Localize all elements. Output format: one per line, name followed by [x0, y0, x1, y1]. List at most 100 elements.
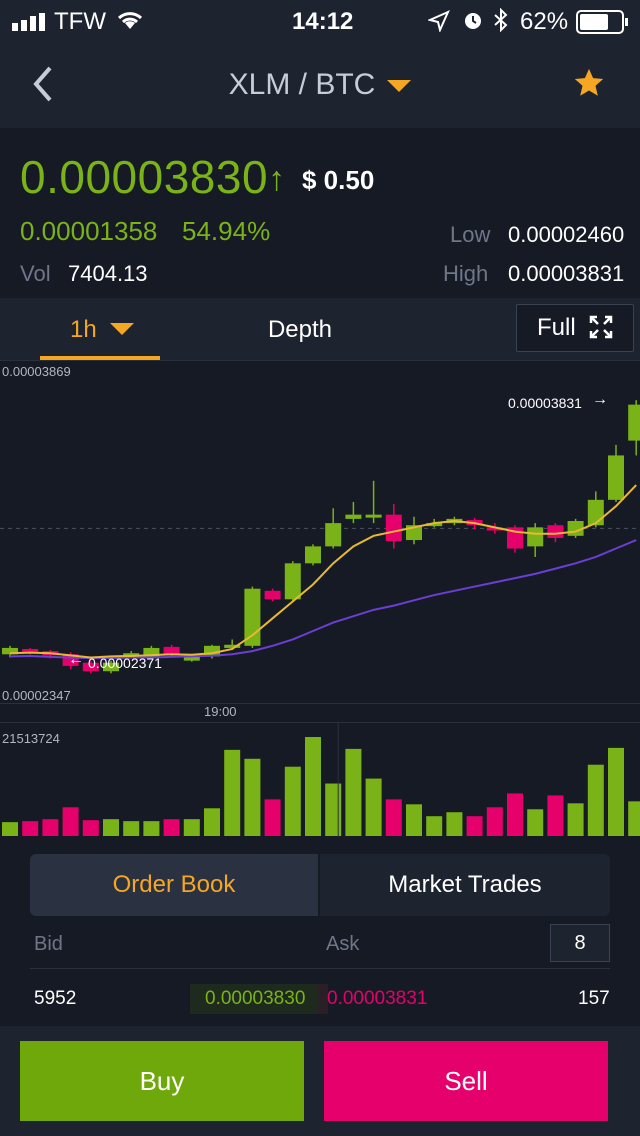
high-marker-label: 0.00003831 — [508, 395, 582, 411]
volume-bar — [486, 807, 503, 836]
candle[interactable] — [204, 645, 220, 657]
y-axis-min-label: 0.00002347 — [2, 688, 71, 703]
volume-bar — [406, 804, 422, 836]
candle[interactable] — [385, 514, 402, 542]
bid-quantity: 5952 — [34, 988, 77, 1009]
volume-bar — [325, 783, 342, 836]
nav-bar: XLM / BTC — [0, 44, 640, 128]
action-bar: Buy Sell — [0, 1026, 640, 1136]
candle[interactable] — [608, 455, 624, 500]
tab-interval[interactable]: 1h — [40, 298, 160, 360]
volume-bar — [204, 808, 220, 836]
pair-selector[interactable]: XLM / BTC — [0, 68, 640, 102]
expand-icon — [589, 315, 613, 339]
candle[interactable] — [547, 525, 564, 538]
volume-label: Vol — [20, 261, 51, 286]
candle[interactable] — [183, 656, 200, 661]
candle[interactable] — [325, 523, 342, 547]
volume-bar — [224, 749, 241, 836]
bid-price[interactable]: 0.00003830 — [205, 988, 306, 1009]
candle[interactable] — [2, 647, 18, 655]
battery-icon — [576, 10, 630, 39]
candle[interactable] — [123, 653, 140, 657]
low-label: Low — [450, 222, 491, 247]
carrier-label: TFW — [54, 8, 106, 35]
pair-title: XLM / BTC — [228, 68, 376, 101]
orderbook-segment-control: Order Book Market Trades — [30, 854, 610, 916]
candle[interactable] — [22, 648, 39, 653]
caret-down-icon — [110, 323, 134, 335]
candle[interactable] — [103, 662, 119, 672]
ask-header: Ask — [326, 933, 360, 955]
volume-svg — [2, 723, 640, 837]
candle[interactable] — [587, 499, 604, 526]
volume-bar — [385, 799, 402, 836]
ask-price[interactable]: 0.00003831 — [327, 988, 428, 1009]
buy-button[interactable]: Buy — [20, 1041, 304, 1121]
low-marker-label: 0.00002371 — [88, 655, 162, 671]
divider — [30, 968, 610, 969]
candle[interactable] — [365, 514, 382, 518]
candle[interactable] — [224, 644, 241, 648]
chevron-left-icon — [33, 66, 52, 102]
volume-bar — [547, 795, 564, 836]
depth-selector[interactable]: 8 — [550, 924, 610, 962]
volume-bar — [42, 819, 59, 836]
arrow-right-icon: → — [592, 391, 608, 408]
bluetooth-icon — [492, 7, 510, 37]
interval-label: 1h — [70, 316, 97, 343]
volume-bar — [82, 820, 99, 836]
volume-bar — [143, 821, 160, 836]
y-axis-max-label: 0.00003869 — [2, 364, 71, 379]
candle[interactable] — [345, 514, 362, 519]
candle[interactable] — [305, 546, 321, 564]
volume-bar — [628, 801, 640, 836]
high-value: 0.00003831 — [508, 261, 625, 286]
back-button[interactable] — [26, 64, 66, 104]
tab-market-trades[interactable]: Market Trades — [320, 854, 610, 916]
volume-bar — [123, 821, 140, 836]
candle[interactable] — [62, 654, 79, 666]
change-absolute: 0.00001358 — [20, 216, 158, 246]
ask-quantity: 157 — [578, 988, 610, 1009]
candle[interactable] — [82, 662, 99, 672]
favorite-star-icon[interactable] — [572, 66, 606, 100]
tab-depth[interactable]: Depth — [267, 316, 333, 343]
bid-depth-bar — [190, 984, 318, 1014]
volume-chart: 21513724 — [0, 722, 640, 837]
volume-bar — [507, 793, 523, 836]
candlestick-chart[interactable]: 0.00003869 0.00002347 0.00003831 → ← 0.0… — [0, 360, 640, 704]
signal-icon — [12, 13, 48, 36]
tab-order-book[interactable]: Order Book — [30, 854, 318, 916]
candle[interactable] — [527, 527, 544, 547]
alarm-icon — [462, 9, 484, 36]
volume-bar — [426, 816, 443, 836]
candle[interactable] — [426, 523, 443, 527]
low-value: 0.00002460 — [508, 222, 625, 247]
candle[interactable] — [163, 646, 180, 655]
last-price: 0.00003830 — [20, 151, 269, 203]
volume-value: 7404.13 — [68, 261, 148, 286]
arrow-left-icon: ← — [68, 651, 84, 668]
candle[interactable] — [244, 588, 261, 646]
volume-bar — [284, 766, 301, 836]
caret-down-icon — [387, 80, 412, 93]
volume-bar — [244, 758, 261, 836]
volume-bar — [163, 819, 180, 836]
chart-tabs: 1h Depth Full — [0, 298, 640, 360]
fullscreen-button[interactable]: Full — [516, 304, 634, 352]
sell-button[interactable]: Sell — [324, 1041, 608, 1121]
candle[interactable] — [143, 647, 160, 657]
ask-depth-bar — [318, 984, 328, 1014]
volume-bar — [62, 807, 79, 836]
usd-price: $ 0.50 — [302, 165, 375, 195]
candlestick-svg — [0, 400, 640, 674]
high-label: High — [443, 261, 489, 286]
candle[interactable] — [264, 590, 281, 600]
candle[interactable] — [486, 527, 503, 531]
battery-percent: 62% — [520, 8, 569, 35]
candle[interactable] — [628, 404, 640, 441]
x-axis-time-label: 19:00 — [204, 704, 237, 719]
candle[interactable] — [284, 563, 301, 600]
volume-bar — [264, 799, 281, 836]
